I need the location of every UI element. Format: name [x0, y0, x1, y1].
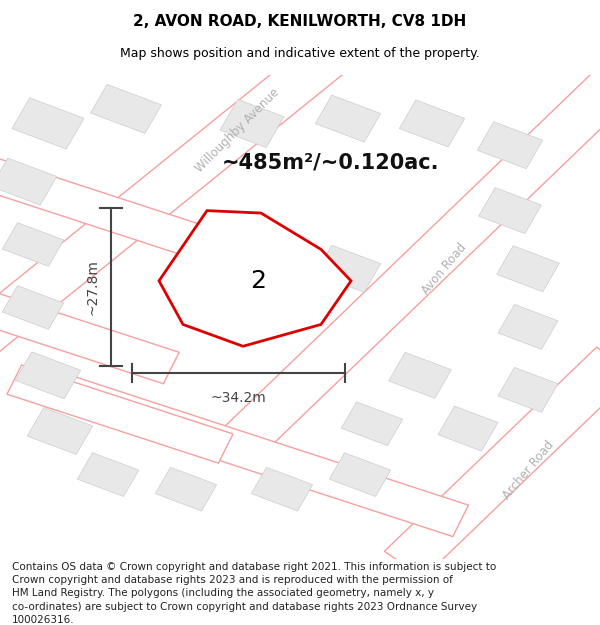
Polygon shape — [329, 452, 391, 496]
Polygon shape — [2, 222, 64, 266]
Polygon shape — [159, 211, 351, 346]
Polygon shape — [251, 468, 313, 511]
Polygon shape — [220, 99, 284, 148]
Polygon shape — [479, 188, 541, 234]
Polygon shape — [0, 145, 263, 276]
Polygon shape — [497, 246, 559, 292]
Polygon shape — [341, 402, 403, 446]
Polygon shape — [155, 468, 217, 511]
Polygon shape — [315, 95, 381, 142]
Text: Contains OS data © Crown copyright and database right 2021. This information is : Contains OS data © Crown copyright and d… — [12, 562, 496, 625]
Text: 2, AVON ROAD, KENILWORTH, CV8 1DH: 2, AVON ROAD, KENILWORTH, CV8 1DH — [133, 14, 467, 29]
Polygon shape — [477, 122, 543, 169]
Polygon shape — [35, 369, 469, 537]
Polygon shape — [0, 158, 57, 205]
Polygon shape — [0, 280, 179, 384]
Polygon shape — [220, 60, 600, 458]
Text: ~485m²/~0.120ac.: ~485m²/~0.120ac. — [222, 152, 439, 172]
Text: ~27.8m: ~27.8m — [85, 259, 99, 315]
Polygon shape — [27, 408, 93, 454]
Polygon shape — [399, 100, 465, 147]
Text: 2: 2 — [250, 269, 266, 293]
Text: Avon Road: Avon Road — [419, 241, 469, 297]
Text: Map shows position and indicative extent of the property.: Map shows position and indicative extent… — [120, 48, 480, 61]
Polygon shape — [438, 406, 498, 451]
Polygon shape — [385, 348, 600, 578]
Text: Archer Road: Archer Road — [500, 438, 556, 502]
Polygon shape — [7, 365, 233, 463]
Polygon shape — [259, 235, 323, 283]
Polygon shape — [498, 304, 558, 349]
Polygon shape — [389, 352, 451, 398]
Text: Willoughby Avenue: Willoughby Avenue — [193, 86, 281, 175]
Polygon shape — [2, 286, 64, 329]
Text: ~34.2m: ~34.2m — [211, 391, 266, 405]
Polygon shape — [315, 245, 381, 292]
Polygon shape — [77, 452, 139, 496]
Polygon shape — [498, 368, 558, 413]
Polygon shape — [91, 84, 161, 133]
Polygon shape — [15, 352, 81, 399]
Polygon shape — [12, 98, 84, 149]
Polygon shape — [0, 0, 522, 375]
